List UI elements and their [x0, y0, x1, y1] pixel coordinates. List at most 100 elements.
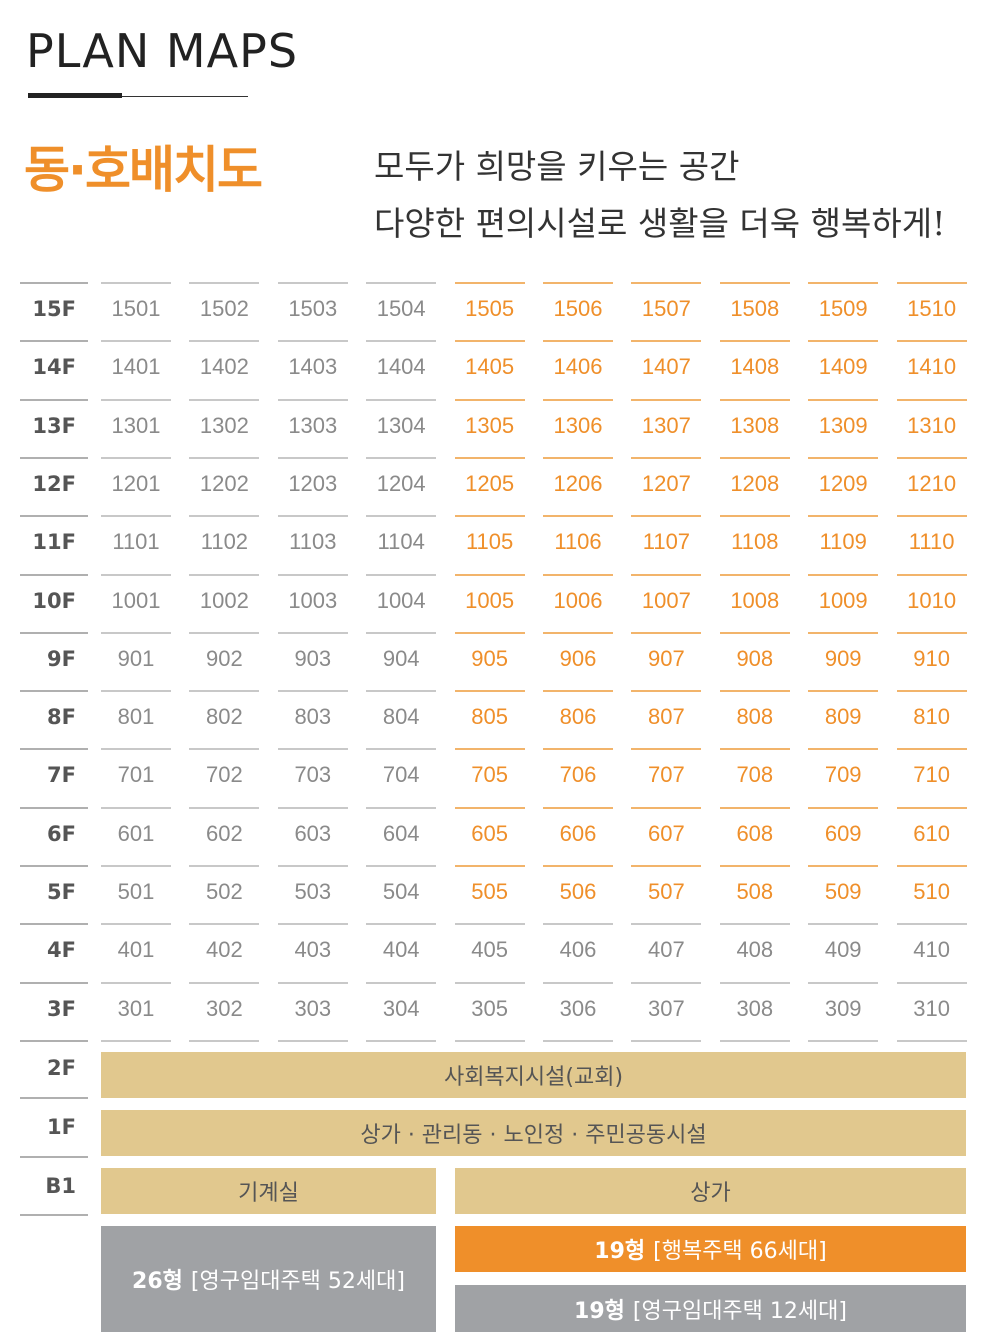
unit-number: 1305	[465, 412, 515, 438]
unit-number: 1503	[288, 296, 338, 321]
unit-divider	[366, 573, 437, 576]
unit-divider	[101, 340, 171, 343]
unit-number: 1403	[288, 354, 338, 380]
unit-divider	[896, 806, 967, 809]
unit-number: 610	[913, 820, 950, 846]
unit-divider	[631, 690, 702, 693]
unit-number: 608	[736, 820, 774, 846]
unit-number: 908	[736, 645, 774, 671]
unit-divider	[189, 515, 260, 518]
unit-number: 1301	[111, 412, 161, 438]
unit-number: 301	[117, 995, 155, 1021]
unit-number: 1110	[908, 529, 955, 555]
unit-divider	[631, 981, 702, 984]
unit-number: 1505	[465, 296, 515, 321]
unit-divider	[543, 981, 613, 984]
unit-number: 1105	[465, 529, 514, 555]
unit-number: 1002	[199, 587, 249, 613]
unit-divider	[543, 806, 613, 809]
unit-divider	[631, 573, 702, 576]
unit-divider	[719, 282, 790, 284]
unit-divider	[543, 690, 613, 693]
unit-number: 1205	[465, 470, 515, 496]
unit-divider	[366, 631, 437, 634]
legend-type26: 26형 [영구임대주택 52세대]	[101, 1226, 436, 1332]
unit-number: 803	[294, 704, 332, 730]
unit-number: 1202	[199, 470, 249, 496]
unit-number: 806	[559, 704, 597, 730]
unit-divider	[454, 515, 525, 518]
floor-label: 10F	[32, 588, 76, 613]
unit-divider	[719, 748, 790, 751]
unit-divider	[277, 340, 348, 343]
unit-number: 406	[559, 937, 597, 963]
band-1f-facilities: 상가 · 관리동 · 노인정 · 주민공동시설	[101, 1110, 966, 1156]
unit-number: 703	[294, 762, 332, 788]
unit-divider	[454, 1039, 525, 1042]
band-b1-machine-room: 기계실	[101, 1168, 436, 1214]
unit-number: 1410	[907, 354, 957, 380]
unit-divider	[454, 282, 525, 284]
unit-number: 506	[559, 879, 597, 904]
floor-divider	[20, 981, 88, 984]
unit-divider	[277, 456, 348, 459]
floor-label: 6F	[47, 821, 76, 846]
unit-number: 1005	[465, 587, 515, 613]
unit-divider	[366, 865, 437, 867]
unit-number: 1003	[288, 587, 338, 613]
unit-divider	[277, 923, 348, 926]
unit-divider	[631, 923, 702, 926]
unit-divider	[896, 282, 967, 284]
unit-divider	[189, 456, 260, 459]
unit-divider	[719, 806, 790, 809]
unit-number: 801	[117, 704, 155, 730]
unit-number: 704	[382, 762, 420, 788]
unit-number: 403	[294, 937, 332, 963]
legend-type19b-size: 19형	[574, 1298, 625, 1324]
band-1f-label: 상가 · 관리동 · 노인정 · 주민공동시설	[360, 1123, 707, 1148]
unit-number: 705	[471, 762, 508, 788]
unit-number: 809	[824, 704, 862, 730]
unit-divider	[366, 748, 437, 751]
unit-number: 808	[736, 704, 774, 730]
floor-divider	[20, 1214, 88, 1216]
unit-divider	[101, 573, 171, 576]
unit-number: 1201	[111, 470, 161, 496]
unit-divider	[631, 631, 702, 634]
unit-divider	[189, 282, 260, 284]
unit-divider	[808, 456, 879, 459]
plan-maps-title: PLAN MAPS	[26, 24, 299, 78]
unit-divider	[808, 690, 879, 693]
unit-number: 606	[559, 820, 597, 846]
unit-divider	[808, 573, 879, 576]
unit-number: 1507	[641, 296, 691, 321]
title-underline-accent	[28, 93, 122, 98]
unit-number: 410	[913, 937, 950, 963]
unit-divider	[366, 398, 437, 401]
unit-divider	[543, 631, 613, 634]
unit-divider	[277, 631, 348, 634]
unit-number: 901	[117, 645, 155, 671]
legend-type19a-desc: [행복주택 66세대]	[653, 1239, 827, 1264]
unit-divider	[719, 340, 790, 343]
unit-divider	[366, 690, 437, 693]
unit-divider	[808, 398, 879, 401]
unit-divider	[543, 340, 613, 343]
unit-divider	[189, 398, 260, 401]
unit-divider	[101, 631, 171, 634]
floor-label: 4F	[47, 938, 76, 963]
unit-number: 501	[117, 879, 155, 904]
unit-number: 1310	[907, 412, 957, 438]
unit-divider	[454, 573, 525, 576]
unit-divider	[543, 573, 613, 576]
floor-label: 5F	[47, 880, 76, 904]
unit-divider	[277, 1039, 348, 1042]
unit-divider	[366, 340, 437, 343]
unit-divider	[366, 515, 437, 518]
unit-divider	[454, 981, 525, 984]
unit-number: 507	[648, 879, 685, 904]
unit-divider	[366, 456, 437, 459]
unit-divider	[896, 573, 967, 576]
floor-divider	[20, 690, 88, 693]
unit-number: 309	[824, 995, 862, 1021]
